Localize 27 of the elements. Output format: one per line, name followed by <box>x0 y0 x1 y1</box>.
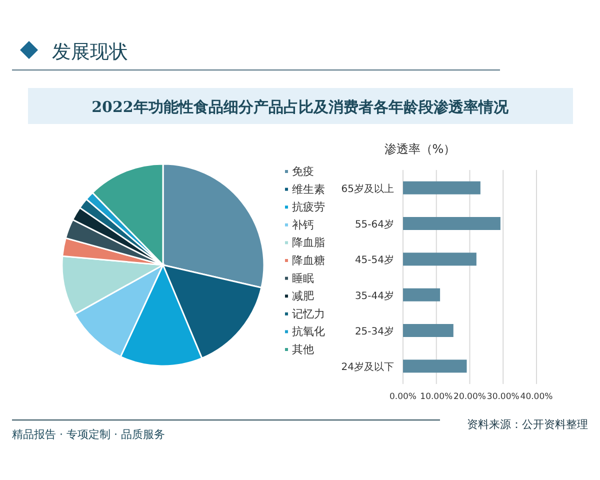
legend-label: 免疫 <box>292 165 314 178</box>
chart-title: 2022年功能性食品细分产品占比及消费者各年龄段渗透率情况 <box>92 98 510 116</box>
x-tick-label: 40.00% <box>520 392 553 402</box>
y-tick-label: 45-54岁 <box>354 254 394 266</box>
text: 发展现状 <box>52 41 128 63</box>
legend-label: 降血脂 <box>292 236 325 250</box>
legend-label: 抗氧化 <box>292 325 325 338</box>
y-tick-label: 65岁及以上 <box>341 182 394 195</box>
legend-label: 维生素 <box>292 182 325 196</box>
y-tick-label: 55-64岁 <box>354 218 394 230</box>
legend-label: 降血糖 <box>292 254 325 267</box>
legend-label: 补钙 <box>292 218 314 232</box>
text: 精品报告 · 专项定制 · 品质服务 <box>12 428 165 441</box>
legend-label: 其他 <box>292 343 314 356</box>
x-tick-label: 20.00% <box>454 392 486 402</box>
x-tick-label: 10.00% <box>420 392 453 402</box>
y-tick-label: 25-34岁 <box>354 326 394 338</box>
legend-label: 抗疲劳 <box>292 200 325 214</box>
y-tick-label: 35-44岁 <box>354 290 394 302</box>
x-tick-label: 30.00% <box>486 392 520 402</box>
chart-title: 渗透率（%） <box>384 142 456 156</box>
x-tick-label: 0.00% <box>389 392 417 402</box>
y-tick-label: 24岁及以下 <box>341 361 394 374</box>
legend-label: 减肥 <box>292 290 314 303</box>
legend-label: 睡眠 <box>292 272 314 285</box>
text: 资料来源：公开资料整理 <box>467 418 588 431</box>
legend-label: 记忆力 <box>292 307 325 320</box>
